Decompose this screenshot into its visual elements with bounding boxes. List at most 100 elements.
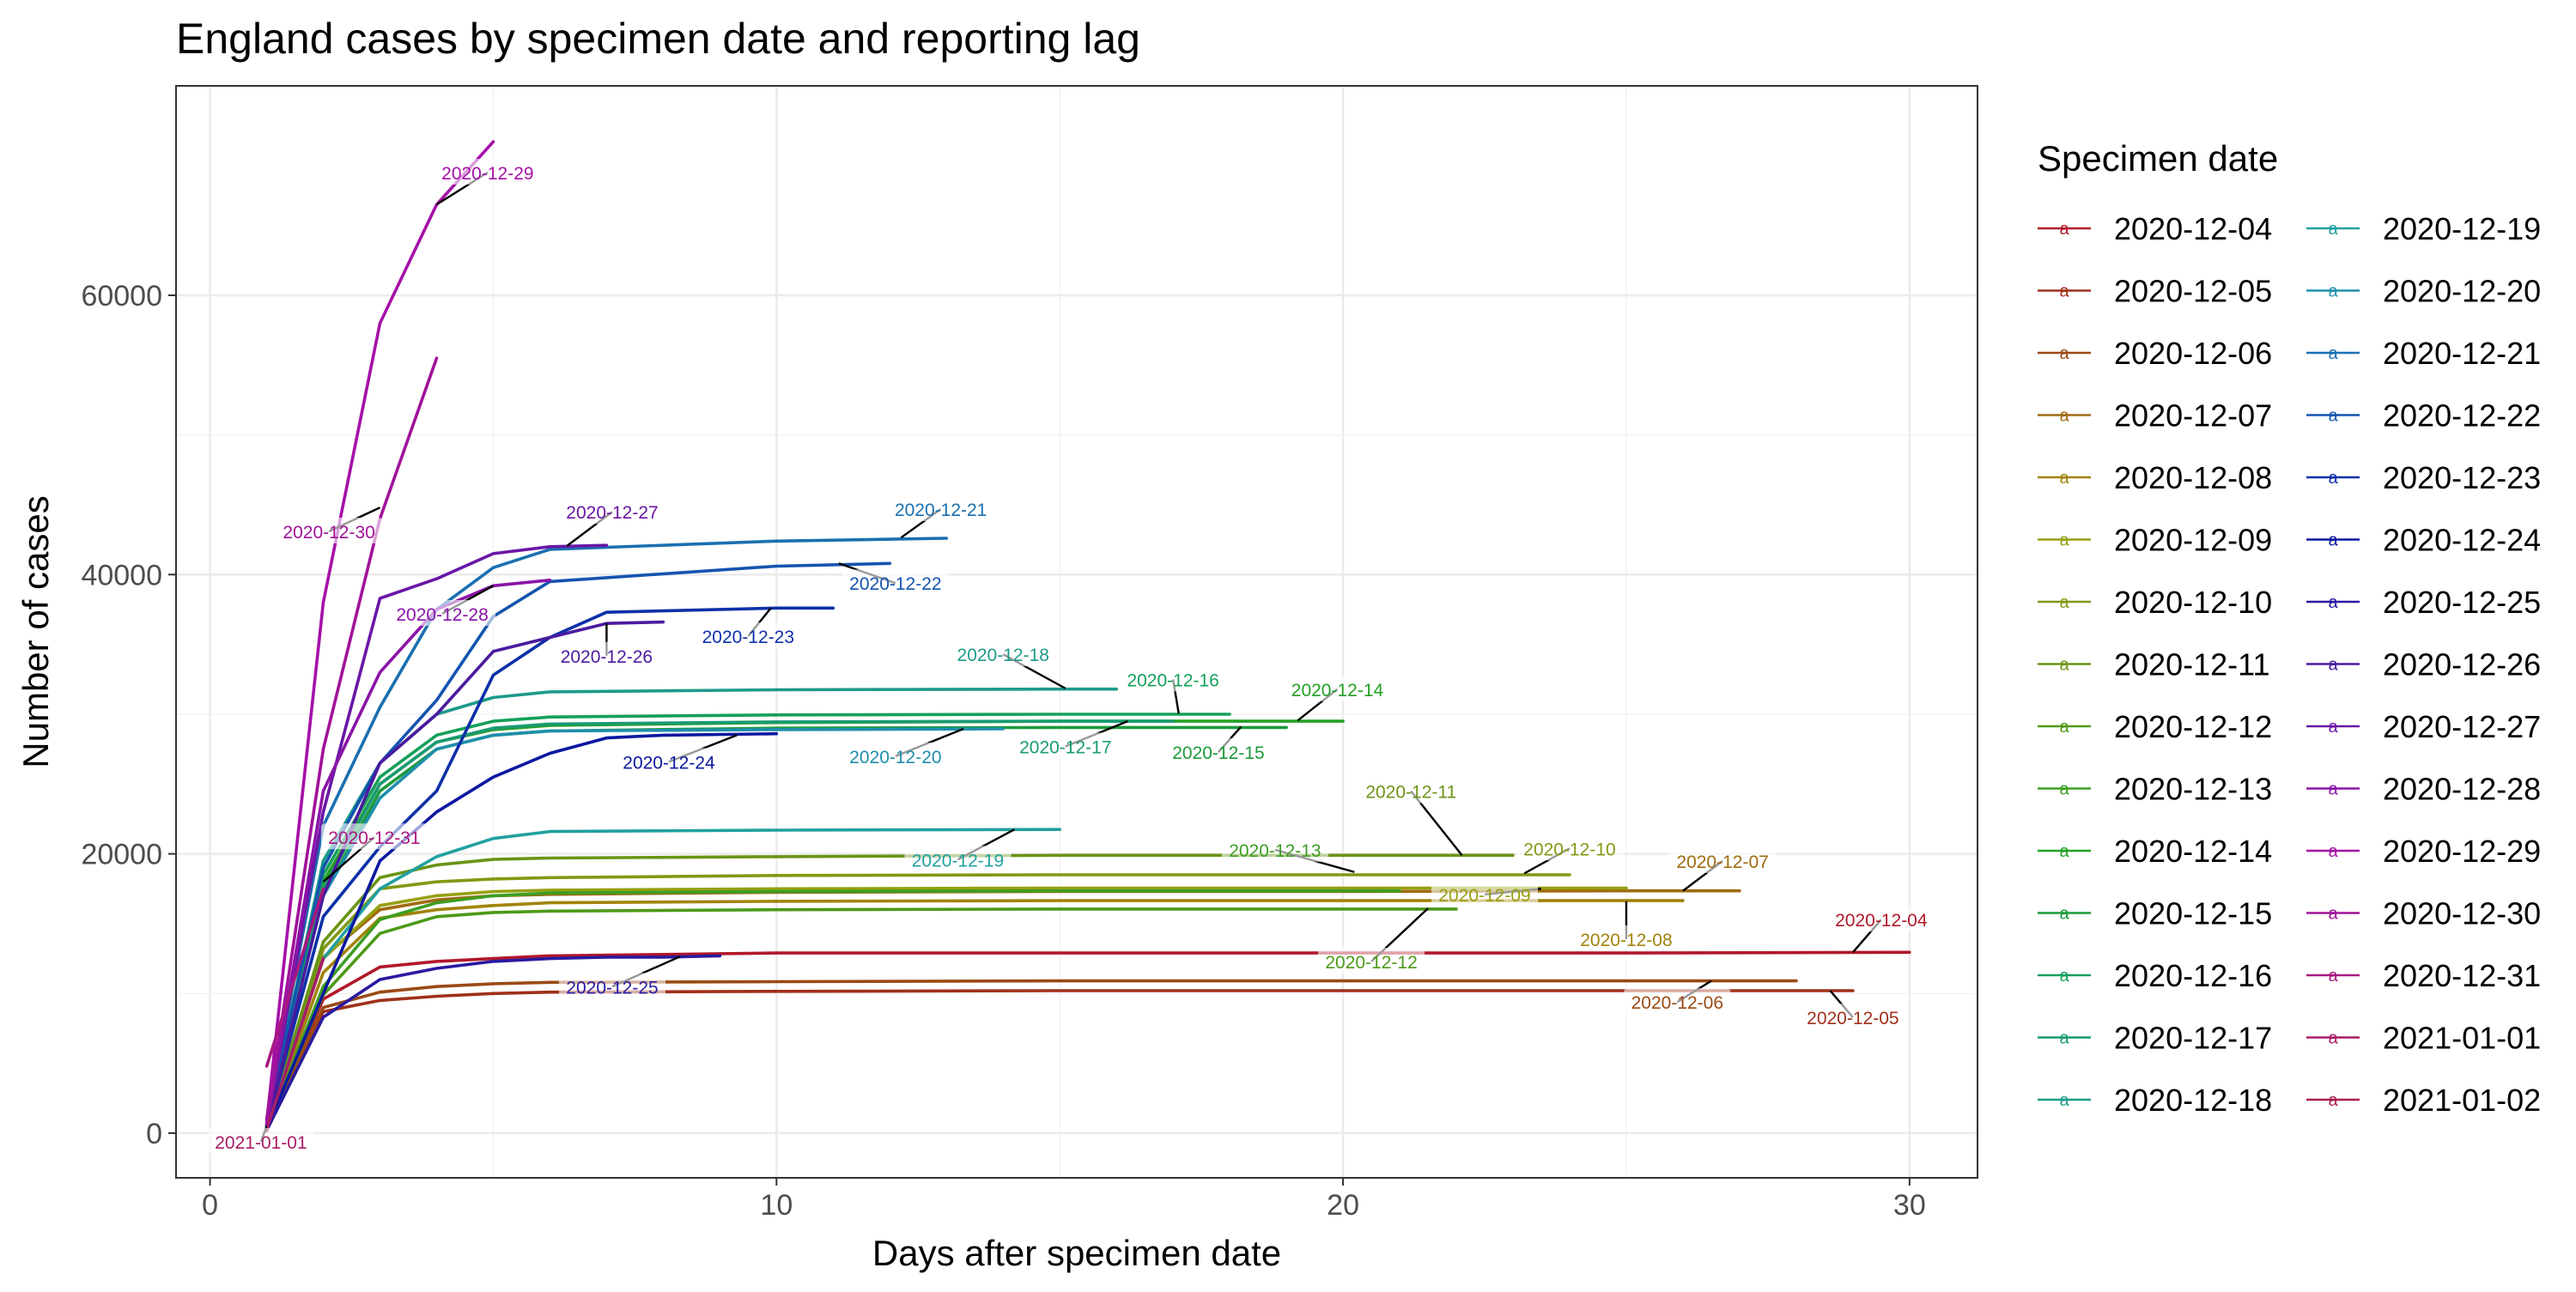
- legend-label-2020-12-10: 2020-12-10: [2114, 585, 2272, 620]
- label-background: [389, 599, 496, 626]
- line-label-2020-12-07: 2020-12-07: [1676, 852, 1768, 872]
- label-background: [1827, 906, 1935, 932]
- legend-key-glyph: a: [2059, 1091, 2069, 1110]
- series-line-2020-12-21: [264, 537, 949, 1125]
- label-background: [1012, 732, 1119, 759]
- label-background: [1669, 846, 1777, 873]
- series-line-2020-12-24: [264, 731, 779, 1131]
- line-label-2020-12-21: 2020-12-21: [895, 500, 987, 520]
- legend-label-2020-12-18: 2020-12-18: [2114, 1083, 2272, 1118]
- legend-key-glyph: a: [2328, 344, 2338, 363]
- legend-key-glyph: a: [2328, 656, 2338, 675]
- plot-panel: [176, 86, 1978, 1178]
- label-background: [1164, 738, 1272, 765]
- line-label-2020-12-16: 2020-12-16: [1127, 670, 1218, 690]
- series-line-2021-01-01: [264, 956, 325, 1131]
- legend-label-2020-12-07: 2020-12-07: [2114, 398, 2272, 434]
- line-label-2020-12-23: 2020-12-23: [702, 628, 794, 647]
- legend: Specimen date a 2020-12-04 a 2020-12-05 a 202…: [2038, 138, 2541, 1118]
- line-label-2020-12-24: 2020-12-24: [623, 753, 715, 773]
- axis-ticks: 0 10 20 30 0 20000 40000 60000: [81, 280, 1925, 1222]
- legend-label-2020-12-16: 2020-12-16: [2114, 958, 2272, 993]
- legend-label-2021-01-01: 2021-01-01: [2383, 1021, 2541, 1056]
- legend-label-2020-12-24: 2020-12-24: [2383, 523, 2541, 558]
- legend-key-glyph: a: [2328, 593, 2338, 612]
- line-label-2020-12-04: 2020-12-04: [1835, 911, 1928, 931]
- legend-key-glyph: a: [2328, 780, 2338, 799]
- legend-label-2020-12-11: 2020-12-11: [2114, 647, 2269, 682]
- label-background: [615, 748, 722, 774]
- legend-key-glyph: a: [2328, 220, 2338, 239]
- line-label-2020-12-31: 2020-12-31: [328, 828, 420, 848]
- legend-key-glyph: a: [2059, 905, 2069, 924]
- legend-key-glyph: a: [2059, 469, 2069, 488]
- legend-label-2020-12-29: 2020-12-29: [2383, 834, 2541, 869]
- legend-label-2020-12-23: 2020-12-23: [2383, 460, 2541, 495]
- label-background: [320, 823, 428, 850]
- series-line-2020-12-10: [264, 873, 1571, 1131]
- legend-key-glyph: a: [2328, 905, 2338, 924]
- legend-label-2021-01-02: 2021-01-02: [2383, 1083, 2541, 1118]
- line-label-2020-12-22: 2020-12-22: [849, 574, 941, 594]
- legend-key-glyph: a: [2059, 842, 2069, 861]
- series-line-2020-12-05: [264, 989, 1855, 1132]
- line-label-2020-12-13: 2020-12-13: [1229, 841, 1321, 861]
- label-background: [1120, 665, 1227, 692]
- series-line-2020-12-13: [264, 889, 1401, 1131]
- legend-label-2020-12-12: 2020-12-12: [2114, 709, 2272, 744]
- legend-label-2020-12-28: 2020-12-28: [2383, 772, 2541, 807]
- label-background: [553, 641, 660, 668]
- series-line-2020-12-27: [264, 543, 609, 1126]
- legend-label-2020-12-22: 2020-12-22: [2383, 398, 2541, 434]
- label-background: [1221, 835, 1328, 862]
- legend-title: Specimen date: [2038, 138, 2278, 179]
- line-label-2020-12-14: 2020-12-14: [1291, 681, 1384, 701]
- label-background: [950, 640, 1057, 667]
- legend-key-glyph: a: [2328, 282, 2338, 301]
- line-label-2020-12-20: 2020-12-20: [849, 748, 941, 767]
- legend-label-2020-12-17: 2020-12-17: [2114, 1021, 2272, 1056]
- chart-title: England cases by specimen date and repor…: [176, 15, 1140, 63]
- label-background: [1431, 880, 1539, 907]
- series-line-2020-12-04: [264, 950, 1911, 1131]
- label-background: [1318, 948, 1425, 974]
- label-background: [1624, 988, 1731, 1015]
- legend-key-glyph: a: [2059, 780, 2069, 799]
- label-background: [1358, 777, 1465, 804]
- legend-label-2020-12-31: 2020-12-31: [2383, 958, 2541, 993]
- legend-key-glyph: a: [2328, 718, 2338, 737]
- y-axis-title: Number of cases: [15, 495, 56, 767]
- label-background: [1516, 834, 1623, 861]
- line-label-2020-12-19: 2020-12-19: [912, 851, 1004, 870]
- line-label-2020-12-10: 2020-12-10: [1523, 840, 1615, 859]
- series-line-2020-12-22: [264, 561, 892, 1126]
- label-background: [1799, 1004, 1906, 1030]
- series-line-2020-12-12: [264, 907, 1458, 1131]
- legend-label-2020-12-20: 2020-12-20: [2383, 274, 2541, 309]
- line-label-2020-12-27: 2020-12-27: [566, 503, 658, 523]
- series-line-2020-12-23: [264, 606, 835, 1128]
- legend-key-glyph: a: [2059, 656, 2069, 675]
- label-background: [559, 973, 666, 999]
- series-line-2020-12-20: [264, 727, 1005, 1128]
- legend-label-2020-12-04: 2020-12-04: [2114, 211, 2272, 246]
- series-lines: [264, 140, 1911, 1133]
- label-background: [434, 158, 541, 185]
- line-labels: 2020-12-04 2020-12-05 2020-12-06 2020-12-07…: [207, 158, 1935, 1154]
- series-line-2020-12-11: [264, 853, 1515, 1130]
- line-label-2020-12-17: 2020-12-17: [1019, 738, 1111, 758]
- legend-label-2020-12-27: 2020-12-27: [2383, 709, 2541, 744]
- series-line-2020-12-30: [264, 356, 439, 1121]
- x-tick-label: 30: [1893, 1189, 1926, 1222]
- legend-key-glyph: a: [2328, 1091, 2338, 1110]
- x-tick-label: 10: [760, 1189, 793, 1222]
- line-label-2020-12-25: 2020-12-25: [566, 978, 658, 998]
- legend-key-glyph: a: [2328, 407, 2338, 426]
- legend-label-2020-12-06: 2020-12-06: [2114, 336, 2272, 371]
- label-background: [887, 494, 994, 521]
- legend-key-glyph: a: [2059, 967, 2069, 986]
- line-label-2020-12-12: 2020-12-12: [1325, 953, 1417, 973]
- series-line-2020-12-25: [264, 954, 722, 1132]
- x-tick-label: 0: [202, 1189, 218, 1222]
